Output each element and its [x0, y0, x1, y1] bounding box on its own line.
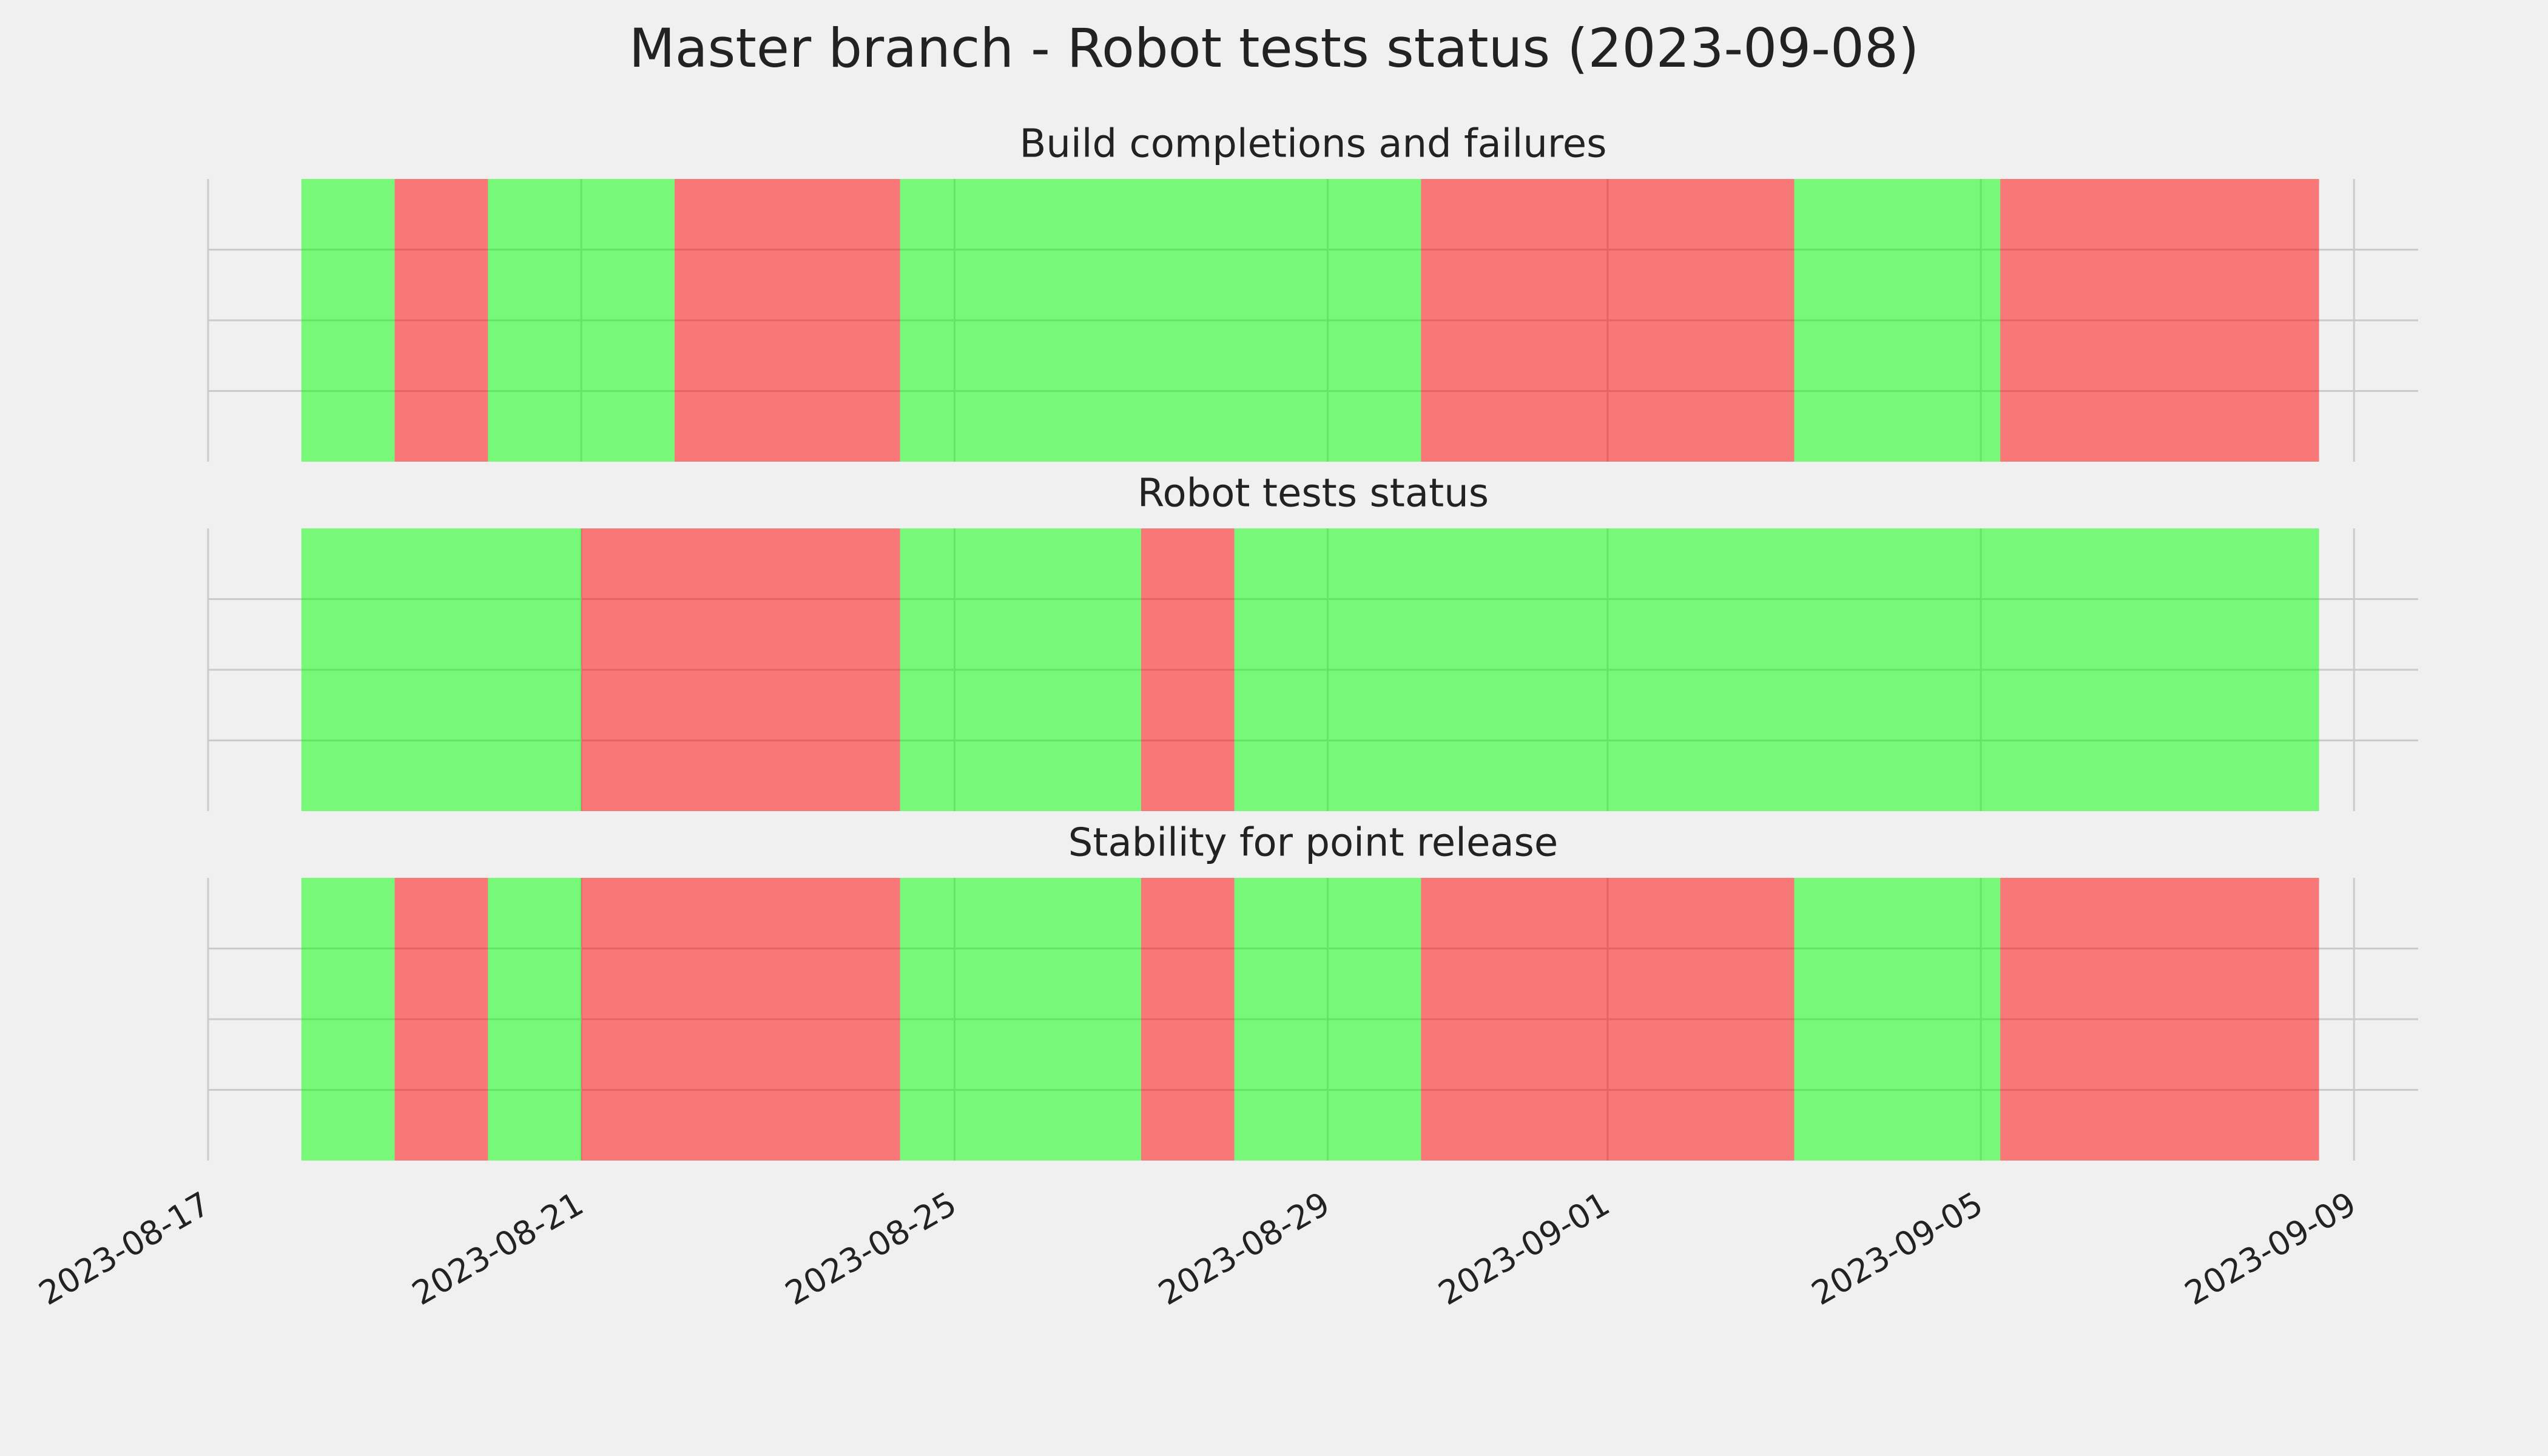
status-segment	[900, 179, 1421, 462]
status-segment	[301, 179, 395, 462]
status-segment	[394, 878, 488, 1161]
status-segment	[1234, 878, 1421, 1161]
status-segment	[2000, 878, 2319, 1161]
x-tick-label: 2023-08-21	[406, 1184, 590, 1312]
status-segment	[900, 528, 1141, 811]
status-segment	[674, 179, 900, 462]
x-tick-label: 2023-09-09	[2179, 1184, 2362, 1312]
panel-title: Robot tests status	[1138, 471, 1489, 516]
x-tick-label: 2023-09-01	[1432, 1184, 1616, 1312]
chart-title: Master branch - Robot tests status (2023…	[629, 17, 1919, 79]
status-segment	[1421, 878, 1795, 1161]
panel-title: Build completions and failures	[1020, 122, 1607, 167]
x-tick-label: 2023-08-29	[1152, 1184, 1336, 1312]
x-tick-label: 2023-09-05	[1805, 1184, 1989, 1312]
status-segment	[581, 528, 900, 811]
x-tick-label: 2023-08-17	[33, 1184, 217, 1312]
status-segment	[1234, 528, 2319, 811]
status-segment	[900, 878, 1141, 1161]
status-segment	[301, 528, 582, 811]
status-segment	[1141, 528, 1235, 811]
status-segment	[394, 179, 488, 462]
status-segment	[1141, 878, 1235, 1161]
status-segment	[581, 878, 900, 1161]
status-segment	[488, 878, 582, 1161]
x-tick-label: 2023-08-25	[779, 1184, 963, 1312]
status-segment	[301, 878, 395, 1161]
status-segment	[488, 179, 675, 462]
panel-title: Stability for point release	[1068, 821, 1559, 866]
status-segment	[1794, 878, 2001, 1161]
status-segment	[1421, 179, 1795, 462]
status-segment	[2000, 179, 2319, 462]
status-segment	[1794, 179, 2001, 462]
